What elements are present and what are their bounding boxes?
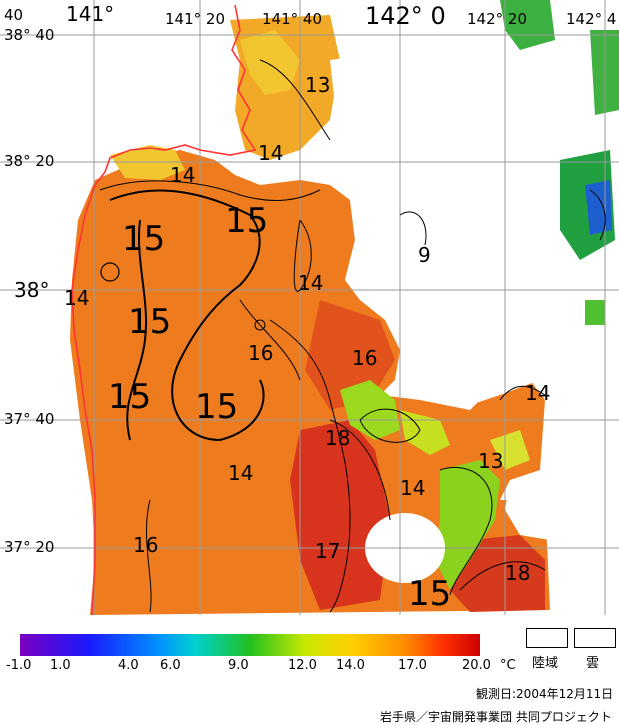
lon-label: 141° 20 (165, 10, 225, 28)
lat-label: 37° 20 (4, 538, 55, 556)
contour-label: 13 (305, 73, 330, 97)
coastal-yellow-band (240, 30, 300, 95)
contour-label: 18 (505, 561, 530, 585)
cloud-mask-1 (330, 50, 560, 340)
scale-tick: 9.0 (228, 658, 249, 673)
contour-label: 14 (525, 381, 550, 405)
contour-label: 9 (418, 243, 431, 267)
cold-patch-3 (435, 460, 500, 590)
scale-unit: °C (500, 658, 516, 673)
contour-label: 14 (228, 461, 253, 485)
cold-patch-2 (400, 410, 450, 455)
contour-label: 17 (315, 539, 340, 563)
cloud-legend-swatch (574, 628, 616, 648)
contour-label: 15 (128, 302, 171, 342)
sst-map: 13 14 14 14 15 15 15 15 15 14 16 16 18 1… (0, 0, 619, 616)
sea-area (70, 150, 550, 615)
cold-patch-1 (340, 380, 400, 440)
lat-label: 38° 20 (4, 152, 55, 170)
contour-label: 14 (170, 163, 195, 187)
scale-tick: 20.0 (462, 658, 491, 673)
observation-date: 観測日:2004年12月11日 (476, 687, 614, 701)
contour-label: 16 (352, 346, 377, 370)
contour-labels: 13 14 14 14 15 15 15 15 15 14 16 16 18 1… (64, 73, 550, 614)
scale-tick: 1.0 (50, 658, 71, 673)
lon-label: 141° 40 (262, 10, 322, 28)
cloud-legend-label: 雲 (586, 656, 600, 671)
corner-label: 40 (4, 6, 24, 24)
cloud-mask-2 (400, 320, 590, 405)
scale-tick: 4.0 (118, 658, 139, 673)
contour-label: 14 (64, 286, 89, 310)
contour-label: 16 (248, 341, 273, 365)
cloud-mask-4 (505, 480, 550, 540)
color-scale-bar (20, 634, 480, 656)
lat-label: 37° 40 (4, 410, 55, 428)
lat-label: 38° 40 (4, 26, 55, 44)
isotherms (99, 59, 606, 613)
land-legend-swatch (526, 628, 568, 648)
coastline (71, 4, 257, 616)
offshore-speck-4 (585, 300, 605, 325)
contour-label: 14 (400, 476, 425, 500)
credit: 岩手県／宇宙開発事業団 共同プロジェクト (380, 710, 612, 724)
contour-label: 18 (325, 426, 350, 450)
warm-core-2 (450, 535, 545, 612)
contour-label: 13 (478, 449, 503, 473)
lon-label: 142° 4 (566, 10, 617, 28)
scale-tick: 17.0 (398, 658, 427, 673)
lon-label: 142° 0 (365, 2, 446, 30)
contour-label: 15 (108, 377, 151, 417)
scale-tick: 6.0 (160, 658, 181, 673)
contour-label: 15 (195, 387, 238, 427)
contour-label: 15 (408, 574, 451, 614)
contour-label: 15 (225, 201, 268, 241)
contour-label: 14 (298, 271, 323, 295)
contour-label: 15 (122, 219, 165, 259)
scale-tick: 12.0 (288, 658, 317, 673)
warm-core (290, 420, 390, 610)
lon-label: 142° 20 (467, 10, 527, 28)
land-legend-label: 陸域 (532, 656, 559, 671)
contour-label: 16 (133, 533, 158, 557)
scale-tick: 14.0 (336, 658, 365, 673)
offshore-cold-3 (500, 0, 555, 50)
contour-label: 14 (258, 141, 283, 165)
scale-tick: -1.0 (6, 658, 32, 673)
lon-label: 141° (66, 2, 115, 26)
lat-label: 38° (14, 278, 50, 302)
cold-patch-4 (490, 430, 530, 470)
graticule (0, 0, 619, 615)
